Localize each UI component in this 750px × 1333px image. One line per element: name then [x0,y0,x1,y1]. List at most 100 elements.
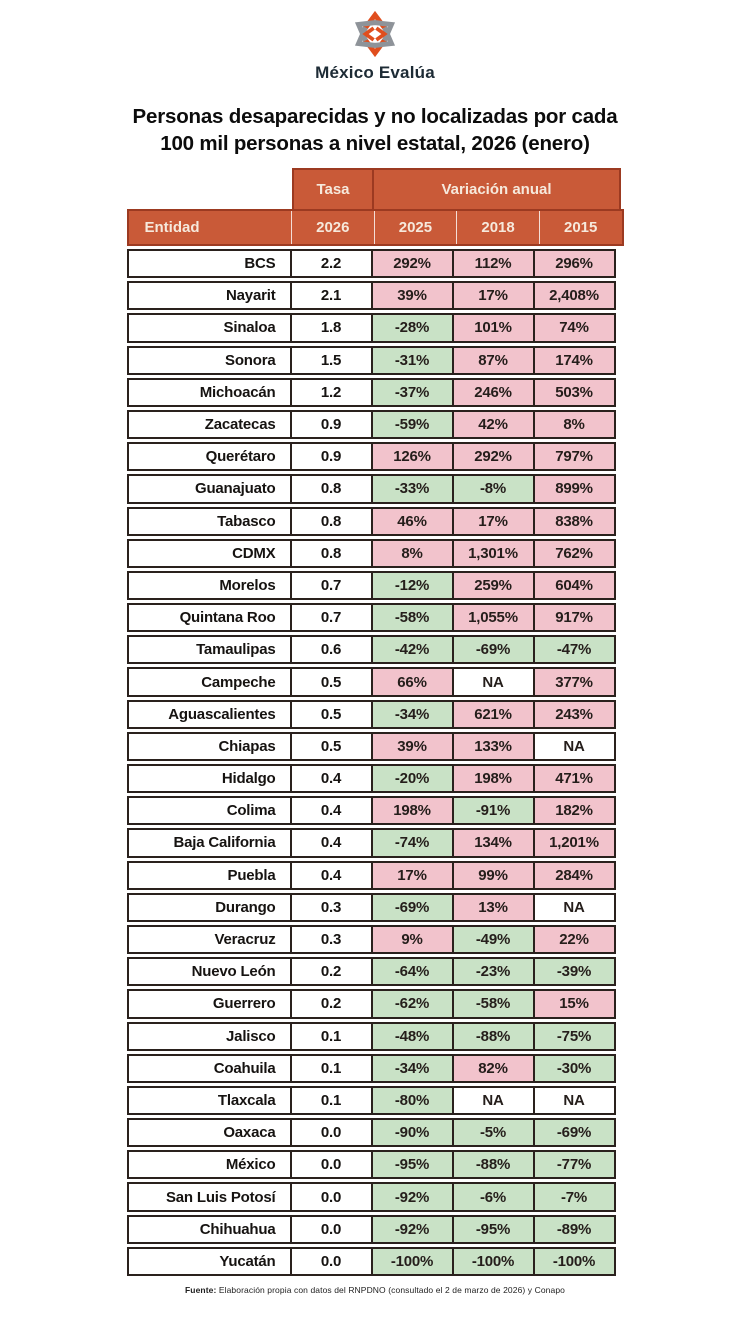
variation-cell: -100% [370,1246,454,1276]
variation-cell: 296% [532,249,616,279]
variation-cell: 797% [532,442,616,472]
variation-cell: 8% [370,538,454,568]
table-row: Querétaro 0.9 126% 292% 797% [126,442,624,472]
variation-cell: NA [532,731,616,761]
column-header-2015: 2015 [538,211,622,244]
entity-cell: Puebla [126,860,292,890]
tasa-cell: 0.3 [289,892,373,922]
title-line-2: 100 mil personas a nivel estatal, 2026 (… [160,132,590,155]
table-row: Baja California 0.4 -74% 134% 1,201% [126,828,624,858]
table-row: Chihuahua 0.0 -92% -95% -89% [126,1214,624,1244]
variation-cell: NA [451,1085,535,1116]
variation-cell: 174% [532,345,616,375]
variation-cell: 134% [451,828,535,858]
variation-cell: 9% [370,924,454,955]
variation-cell: -23% [451,957,535,987]
entity-cell: Coahuila [126,1053,292,1083]
tasa-cell: 0.4 [289,764,373,794]
variation-cell: 1,301% [451,538,535,568]
tasa-cell: 0.5 [289,731,373,761]
variation-cell: -92% [370,1214,454,1244]
table-row: Coahuila 0.1 -34% 82% -30% [126,1053,624,1083]
variation-cell: -64% [370,957,454,987]
table-row: Tlaxcala 0.1 -80% NA NA [126,1085,624,1116]
variation-cell: -28% [370,313,454,343]
variation-cell: 246% [451,377,535,407]
variation-cell: -91% [451,796,535,826]
entity-cell: Sonora [126,345,292,375]
entity-cell: Chihuahua [126,1214,292,1244]
table-row: CDMX 0.8 8% 1,301% 762% [126,538,624,568]
tasa-cell: 1.8 [289,313,373,343]
table-header-top: Tasa Variación anual [127,168,624,211]
variation-cell: 17% [370,860,454,890]
table-row: Veracruz 0.3 9% -49% 22% [126,924,624,955]
entity-cell: Hidalgo [126,764,292,794]
header-spacer [127,168,292,211]
variation-cell: -20% [370,764,454,794]
variation-cell: 39% [370,731,454,761]
entity-cell: Michoacán [126,377,292,407]
entity-cell: Nayarit [126,281,292,311]
variation-cell: 284% [532,860,616,890]
variation-cell: -90% [370,1118,454,1148]
table-row: Oaxaca 0.0 -90% -5% -69% [126,1118,624,1148]
tasa-cell: 0.0 [289,1182,373,1212]
tasa-cell: 2.2 [289,249,373,279]
tasa-cell: 0.9 [289,442,373,472]
page-title: Personas desaparecidas y no localizadas … [0,103,750,157]
variation-cell: -31% [370,345,454,375]
source-label: Fuente: [184,1285,217,1295]
tasa-cell: 0.0 [289,1214,373,1244]
variation-cell: -12% [370,570,454,601]
tasa-cell: 0.8 [289,506,373,536]
variation-cell: 17% [451,506,535,536]
variation-cell: -39% [532,957,616,987]
variation-cell: -58% [370,603,454,633]
tasa-cell: 0.3 [289,924,373,955]
table-row: Yucatán 0.0 -100% -100% -100% [126,1246,624,1276]
tasa-cell: 0.0 [289,1150,373,1180]
variation-cell: 126% [370,442,454,472]
table-row: Sonora 1.5 -31% 87% 174% [126,345,624,375]
variation-cell: 259% [451,570,535,601]
table-row: Chiapas 0.5 39% 133% NA [126,731,624,761]
tasa-cell: 0.7 [289,603,373,633]
variation-cell: 8% [532,409,616,440]
tasa-cell: 0.0 [289,1118,373,1148]
entity-cell: Yucatán [126,1246,292,1276]
variation-cell: 621% [451,699,535,729]
entity-cell: Veracruz [126,924,292,955]
entity-cell: Guanajuato [126,474,292,504]
tasa-cell: 0.4 [289,796,373,826]
variation-cell: 66% [370,667,454,697]
table-row: Michoacán 1.2 -37% 246% 503% [126,377,624,407]
variation-cell: -48% [370,1021,454,1051]
variation-cell: 2,408% [532,281,616,311]
variation-cell: -5% [451,1118,535,1148]
tasa-cell: 0.2 [289,989,373,1019]
variation-cell: -33% [370,474,454,504]
table-row: Colima 0.4 198% -91% 182% [126,796,624,826]
source-text: Elaboración propia con datos del RNPDNO … [216,1285,565,1295]
table-row: Zacatecas 0.9 -59% 42% 8% [126,409,624,440]
brand-name: México Evalúa [315,63,435,82]
logo: México Evalúa [0,0,750,83]
tasa-cell: 0.1 [289,1053,373,1083]
column-header-2018: 2018 [456,211,539,244]
variation-cell: -95% [451,1214,535,1244]
variation-cell: -92% [370,1182,454,1212]
variation-cell: 39% [370,281,454,311]
column-header-2026: 2026 [291,211,374,244]
variation-cell: -100% [532,1246,616,1276]
variation-cell: 198% [451,764,535,794]
variation-cell: -77% [532,1150,616,1180]
variation-cell: 74% [532,313,616,343]
variation-cell: 292% [451,442,535,472]
variation-cell: 22% [532,924,616,955]
variation-cell: -75% [532,1021,616,1051]
entity-cell: Jalisco [126,1021,292,1051]
table-row: Nayarit 2.1 39% 17% 2,408% [126,281,624,311]
variation-cell: 762% [532,538,616,568]
